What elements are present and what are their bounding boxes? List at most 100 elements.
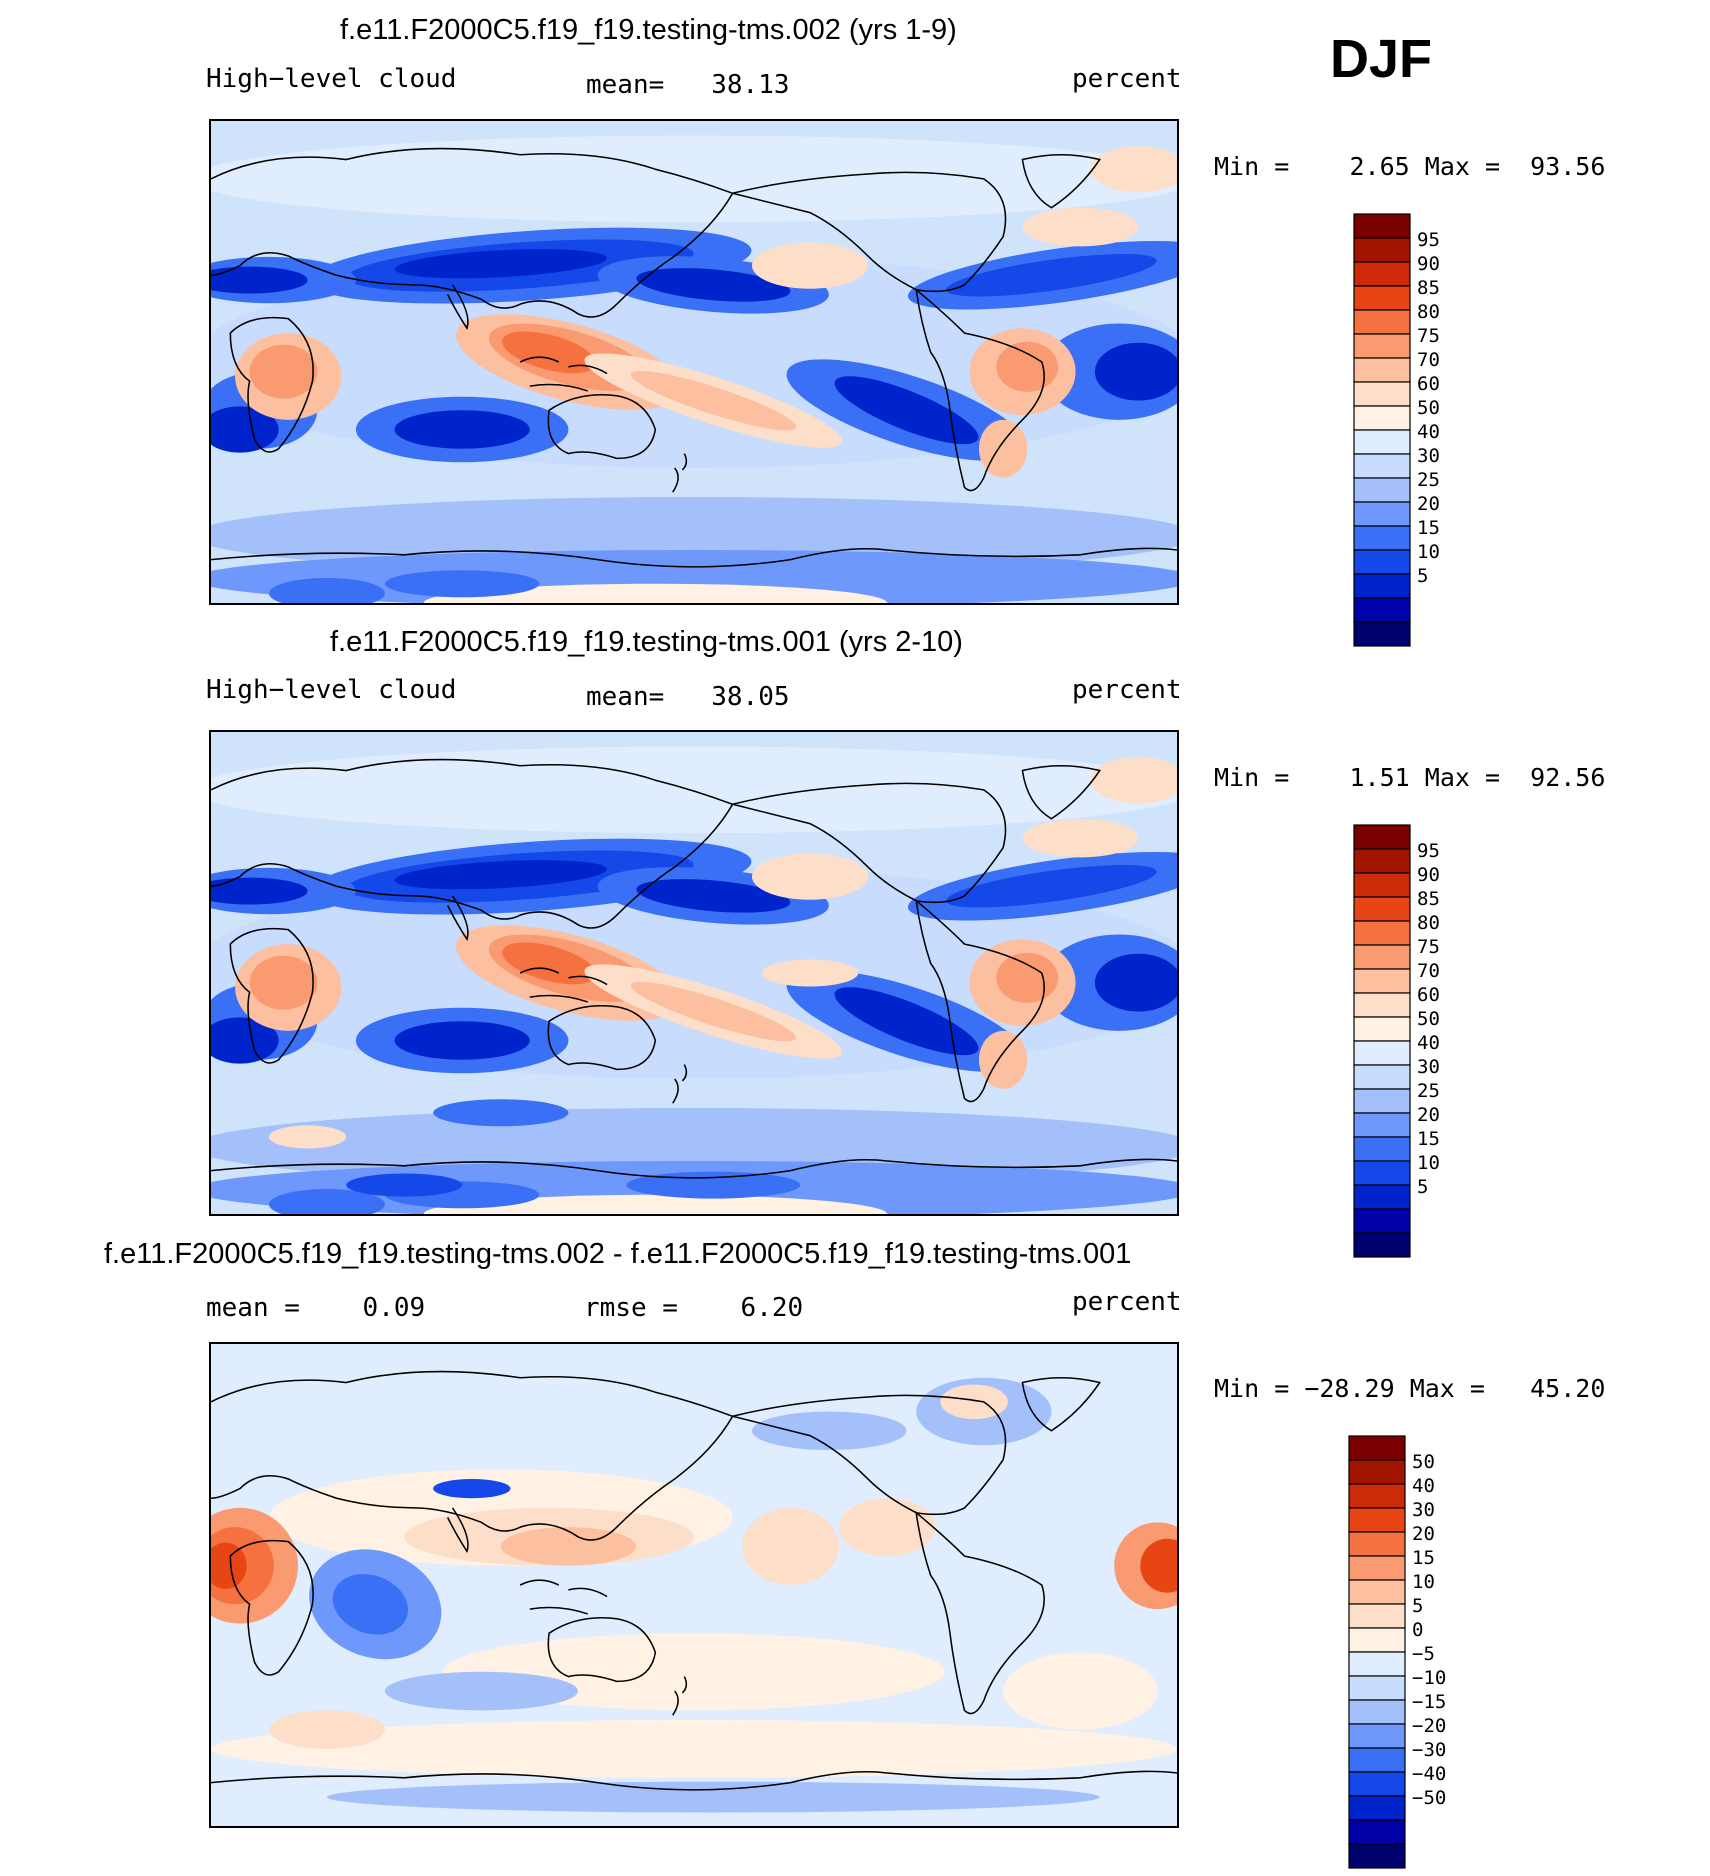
panel-3-rmse: rmse = 6.20 — [584, 1293, 803, 1323]
coastline — [211, 1770, 1177, 1791]
contour-region — [211, 266, 308, 294]
colorbar-tick-label: 30 — [1417, 445, 1440, 467]
contour-region — [1090, 146, 1177, 193]
colorbar-swatch — [1348, 1819, 1406, 1845]
contour-region — [761, 959, 859, 987]
colorbar-swatch — [1353, 824, 1411, 850]
colorbar-swatch — [1353, 944, 1411, 970]
panel-2-mean: mean= 38.05 — [586, 682, 790, 712]
colorbar-tick-label: 20 — [1417, 1104, 1440, 1126]
coastline — [547, 1617, 657, 1683]
contour-region — [332, 1574, 409, 1635]
coastline — [211, 147, 734, 318]
panel-1-max-value: 93.56 — [1530, 152, 1606, 181]
panel-1-colorbar: 95 90 85 80 75 70 60 50 40 30 25 20 15 10 5 — [1353, 213, 1499, 654]
colorbar-swatch — [1353, 261, 1411, 287]
colorbar-swatch — [1348, 1627, 1406, 1653]
coastline-layer — [211, 1370, 1177, 1791]
colorbar-tick-label: 85 — [1417, 888, 1440, 910]
colorbar-swatch — [1353, 1208, 1411, 1234]
coastline — [672, 1676, 688, 1716]
contour-region — [346, 1173, 463, 1197]
contour-region — [751, 853, 868, 900]
panel-3-min-value: −28.29 — [1304, 1374, 1395, 1403]
contour-region — [211, 877, 308, 905]
panel-2-mean-label: mean= — [586, 682, 665, 712]
panel-3-units: percent — [1072, 1287, 1182, 1317]
coastline — [732, 782, 1007, 904]
contour-region — [946, 254, 1157, 297]
colorbar-swatch — [1353, 477, 1411, 503]
panel-3-colorbar: 50 40 30 20 15 10 5 0 −5 −10 −15 −20 −30 −40 −50 — [1348, 1435, 1494, 1876]
colorbar-tick-label: 10 — [1417, 541, 1440, 563]
colorbar-tick-label: 50 — [1412, 1451, 1435, 1473]
colorbar-tick-label: 30 — [1417, 1056, 1440, 1078]
colorbar-swatch — [1353, 429, 1411, 455]
contour-region — [268, 1710, 385, 1749]
contour-region — [1094, 342, 1177, 401]
coastline — [519, 356, 608, 392]
colorbar-tick-label: 5 — [1412, 1595, 1423, 1617]
panel-2-map — [209, 730, 1179, 1216]
panel-1-title: f.e11.F2000C5.f19_f19.testing-tms.002 (y… — [340, 14, 957, 46]
contour-region — [384, 570, 540, 598]
contour-fill-layer — [211, 746, 1177, 1214]
colorbar-swatch — [1348, 1483, 1406, 1509]
panel-3-min-label: Min = — [1214, 1374, 1290, 1403]
colorbar-tick-label: −40 — [1412, 1763, 1446, 1785]
contour-region — [636, 879, 791, 913]
colorbar-tick-label: 25 — [1417, 1080, 1440, 1102]
colorbar-tick-label: 25 — [1417, 469, 1440, 491]
contour-region — [996, 341, 1059, 392]
contour-fill-layer — [211, 1344, 1177, 1826]
contour-region — [834, 987, 979, 1056]
colorbar-tick-label: −10 — [1412, 1667, 1446, 1689]
colorbar-tick-label: 20 — [1412, 1523, 1435, 1545]
colorbar-tick-label: 20 — [1417, 493, 1440, 515]
colorbar-swatch — [1348, 1531, 1406, 1557]
colorbar-swatch — [1353, 333, 1411, 359]
contour-region — [211, 1017, 279, 1064]
colorbar-swatch — [1348, 1579, 1406, 1605]
contour-region — [211, 406, 279, 453]
colorbar-swatch — [1353, 453, 1411, 479]
coastline — [211, 758, 734, 929]
colorbar-swatch — [1353, 357, 1411, 383]
contour-fill-layer — [211, 135, 1177, 603]
panel-2-max-value: 92.56 — [1530, 763, 1606, 792]
colorbar-swatch — [1348, 1699, 1406, 1725]
contour-region — [211, 746, 1177, 834]
panel-3-max-value: 45.20 — [1530, 1374, 1606, 1403]
contour-region — [394, 410, 530, 449]
colorbar-tick-label: 70 — [1417, 349, 1440, 371]
colorbar-swatch — [1353, 549, 1411, 575]
panel-1-min-value: 2.65 — [1349, 152, 1410, 181]
contour-region — [1090, 757, 1177, 804]
coastline — [732, 1394, 1007, 1516]
panel-2-variable: High−level cloud — [206, 675, 457, 705]
colorbar-swatch — [1353, 621, 1411, 647]
colorbar-tick-label: 70 — [1417, 960, 1440, 982]
colorbar-swatch — [1353, 525, 1411, 551]
colorbar-tick-label: 0 — [1412, 1619, 1423, 1641]
panel-1-field — [211, 135, 1177, 603]
panel-1-minmax: Min = 2.65 Max = 93.56 — [1214, 152, 1605, 181]
colorbar-tick-label: 15 — [1412, 1547, 1435, 1569]
colorbar-tick-label: 15 — [1417, 517, 1440, 539]
panel-2-min-value: 1.51 — [1349, 763, 1410, 792]
colorbar-swatch — [1348, 1603, 1406, 1629]
colorbar-tick-label: 50 — [1417, 1008, 1440, 1030]
colorbar-swatch — [1348, 1747, 1406, 1773]
coastline — [547, 1005, 657, 1071]
coastline — [672, 453, 688, 493]
colorbar-swatch — [1353, 573, 1411, 599]
panel-2-colorbar: 95 90 85 80 75 70 60 50 40 30 25 20 15 10 5 — [1353, 824, 1499, 1265]
contour-region — [268, 577, 385, 603]
colorbar-tick-label: 5 — [1417, 565, 1428, 587]
colorbar-swatch — [1353, 597, 1411, 623]
coastline — [915, 1510, 1045, 1715]
coastline — [547, 394, 657, 460]
coastline — [446, 895, 469, 942]
colorbar-swatch — [1353, 1136, 1411, 1162]
